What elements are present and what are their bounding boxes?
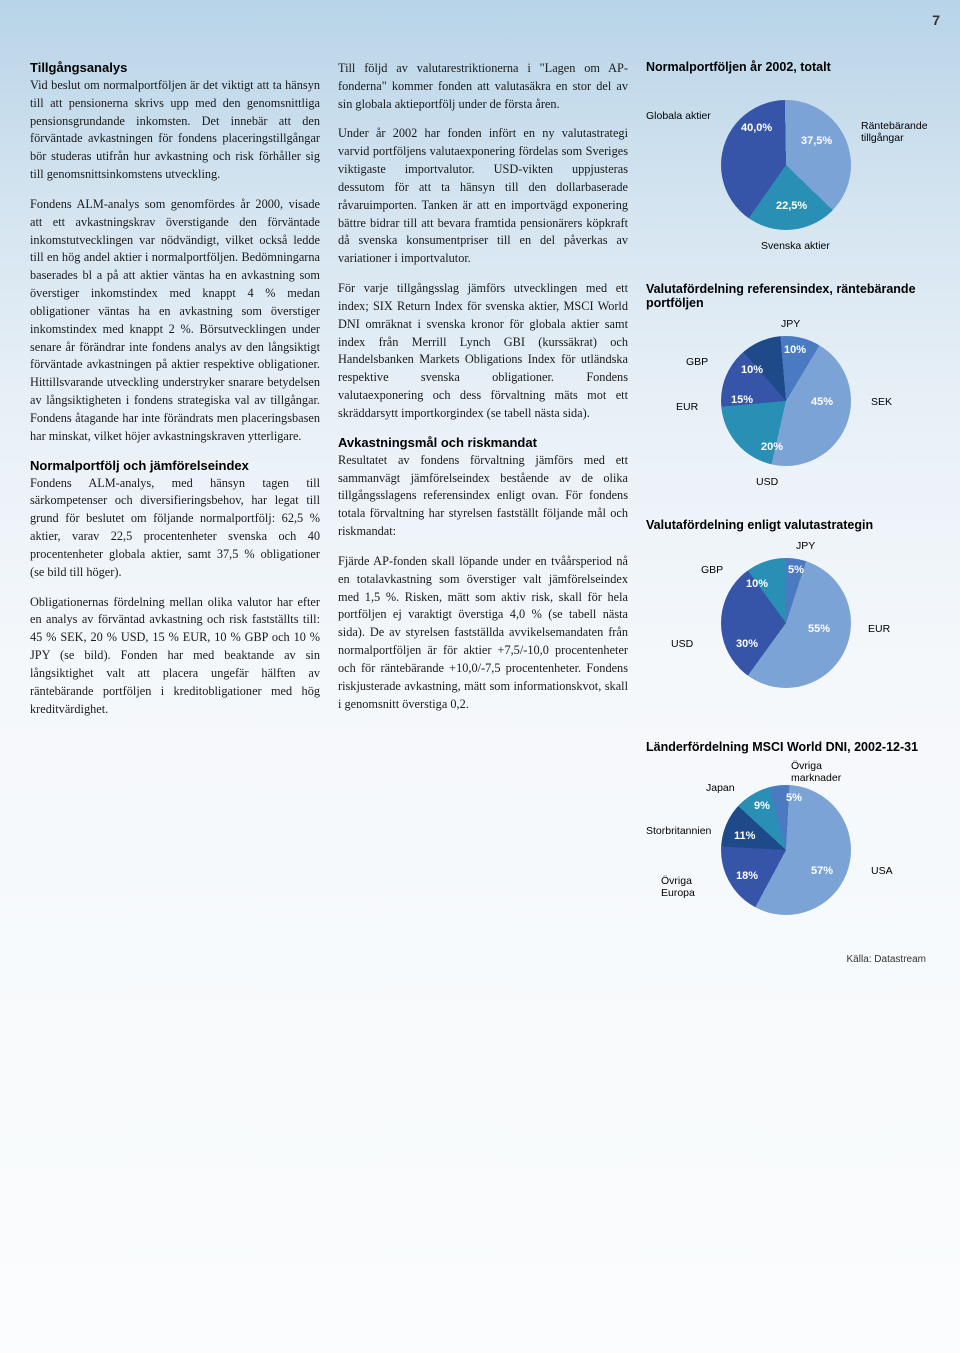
pie-chart: JPY 5% GBP 10% EUR 55% USD 30%: [646, 538, 926, 718]
pie-label-rante: Räntebärande tillgångar: [861, 120, 921, 144]
chart-title: Länderfördelning MSCI World DNI, 2002-12…: [646, 740, 926, 754]
charts-column: Normalportföljen år 2002, totalt Globala…: [646, 60, 926, 987]
pie-pct: 10%: [741, 364, 763, 376]
pie-label-ovriga-e: Övriga Europa: [661, 875, 716, 899]
pie-label-eur: EUR: [676, 401, 698, 413]
pie-label-svenska: Svenska aktier: [761, 240, 830, 252]
chart-normalportfoljen: Normalportföljen år 2002, totalt Globala…: [646, 60, 926, 260]
page-content: Tillgångsanalys Vid beslut om normalport…: [0, 0, 960, 1017]
paragraph: Fondens ALM-analys som genomfördes år 20…: [30, 196, 320, 446]
pie-pct: 11%: [734, 830, 755, 842]
chart-title: Valutafördelning enligt valutastrategin: [646, 518, 926, 532]
pie-label-japan: Japan: [706, 782, 735, 794]
pie-label-usa: USA: [871, 865, 893, 877]
pie-pct: 37,5%: [801, 135, 832, 147]
pie-chart: Globala aktier 40,0% Räntebärande tillgå…: [646, 80, 926, 260]
pie-label-usd: USD: [756, 476, 778, 488]
chart-source: Källa: Datastream: [646, 954, 926, 965]
pie-label-storbrit: Storbritannien: [646, 825, 716, 837]
paragraph: Fjärde AP-fonden skall löpande under en …: [338, 553, 628, 713]
pie-label-jpy: JPY: [796, 540, 815, 552]
heading-avkastningsmal: Avkastningsmål och riskmandat: [338, 435, 628, 450]
paragraph: Resultatet av fondens förvaltning jämför…: [338, 452, 628, 541]
pie-pct: 55%: [808, 623, 830, 635]
page-number: 7: [932, 12, 940, 28]
pie-label-eur: EUR: [868, 623, 890, 635]
paragraph: Under år 2002 har fonden infört en ny va…: [338, 125, 628, 268]
pie-pct: 10%: [784, 344, 806, 356]
heading-normalportfolj: Normalportfölj och jämförelseindex: [30, 458, 320, 473]
pie-pct: 57%: [811, 865, 833, 877]
pie-chart: JPY 10% GBP 10% EUR 15% SEK 45% USD 20%: [646, 316, 926, 496]
pie-pct: 45%: [811, 396, 833, 408]
pie-label-sek: SEK: [871, 396, 892, 408]
pie-pct: 5%: [786, 792, 802, 804]
pie-pct: 15%: [731, 394, 753, 406]
chart-landerfordelning: Länderfördelning MSCI World DNI, 2002-12…: [646, 740, 926, 965]
pie-label-usd: USD: [671, 638, 693, 650]
text-column-1: Tillgångsanalys Vid beslut om normalport…: [30, 60, 320, 987]
pie-pct: 40,0%: [741, 122, 772, 134]
paragraph: För varje tillgångsslag jämförs utveckli…: [338, 280, 628, 423]
pie-pct: 10%: [746, 578, 768, 590]
paragraph: Obligationernas fördelning mellan olika …: [30, 594, 320, 719]
pie-pct: 22,5%: [776, 200, 807, 212]
paragraph: Till följd av valutarestriktionerna i "L…: [338, 60, 628, 113]
pie-pct: 18%: [736, 870, 758, 882]
pie-pct: 5%: [788, 564, 804, 576]
pie-label-gbp: GBP: [686, 356, 708, 368]
pie-chart: Övriga marknader 5% Japan 9% Storbritann…: [646, 760, 926, 950]
chart-valutastrategin: Valutafördelning enligt valutastrategin …: [646, 518, 926, 718]
pie-label-jpy: JPY: [781, 318, 800, 330]
pie-pct: 9%: [754, 800, 770, 812]
text-column-2: Till följd av valutarestriktionerna i "L…: [338, 60, 628, 987]
chart-valutafordelning-ref: Valutafördelning referensindex, räntebär…: [646, 282, 926, 496]
pie-pct: 30%: [736, 638, 758, 650]
chart-title: Normalportföljen år 2002, totalt: [646, 60, 926, 74]
pie-slices: [721, 785, 851, 915]
pie-label-ovriga-m: Övriga marknader: [791, 760, 861, 784]
paragraph: Vid beslut om normalportföljen är det vi…: [30, 77, 320, 184]
pie-label-globala: Globala aktier: [646, 110, 711, 122]
chart-title: Valutafördelning referensindex, räntebär…: [646, 282, 926, 310]
paragraph: Fondens ALM-analys, med hänsyn tagen til…: [30, 475, 320, 582]
pie-label-gbp: GBP: [701, 564, 723, 576]
pie-pct: 20%: [761, 441, 783, 453]
heading-tillgangsanalys: Tillgångsanalys: [30, 60, 320, 75]
pie-slices: [721, 558, 851, 688]
